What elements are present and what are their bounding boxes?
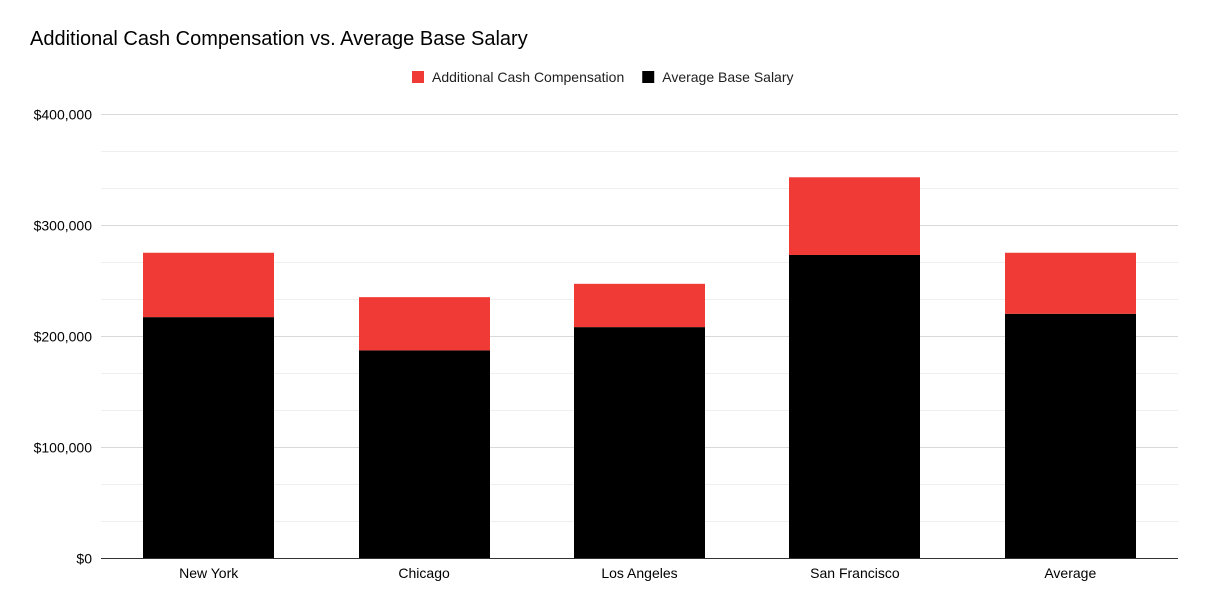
y-tick-label: $300,000 [34, 218, 93, 234]
bar-average-base-salary-new-york [143, 317, 274, 558]
axes: $0 $100,000 $200,000 $300,000 $400,000 New Yo… [34, 107, 1178, 581]
bar-additional-cash-compensation-los-angeles [574, 283, 705, 328]
x-tick-label: New York [179, 565, 239, 581]
bars [143, 177, 1136, 558]
bar-average-base-salary-chicago [359, 350, 490, 558]
y-tick-label: $400,000 [34, 107, 93, 123]
legend-label-average-base-salary: Average Base Salary [662, 69, 793, 85]
x-tick-label: Los Angeles [601, 565, 677, 581]
legend-swatch-average-base-salary [642, 71, 655, 83]
bar-average-base-salary-los-angeles [574, 327, 705, 558]
bar-additional-cash-compensation-san-francisco [789, 177, 920, 255]
bar-average-base-salary-san-francisco [789, 254, 920, 558]
chart-title: Additional Cash Compensation vs. Average… [30, 28, 528, 50]
y-tick-label: $200,000 [34, 329, 93, 345]
x-tick-label: Average [1044, 565, 1096, 581]
bar-additional-cash-compensation-average [1005, 252, 1136, 314]
x-tick-label: Chicago [398, 565, 450, 581]
legend-label-additional-cash-compensation: Additional Cash Compensation [432, 69, 624, 85]
y-tick-label: $100,000 [34, 440, 93, 456]
legend-swatch-additional-cash-compensation [412, 71, 424, 83]
x-tick-label: San Francisco [810, 565, 900, 581]
y-tick-label: $0 [76, 551, 92, 567]
bar-additional-cash-compensation-chicago [359, 297, 490, 351]
legend: Additional Cash Compensation Average Base… [412, 69, 794, 85]
bar-additional-cash-compensation-new-york [143, 252, 274, 318]
bar-average-base-salary-average [1005, 313, 1136, 558]
